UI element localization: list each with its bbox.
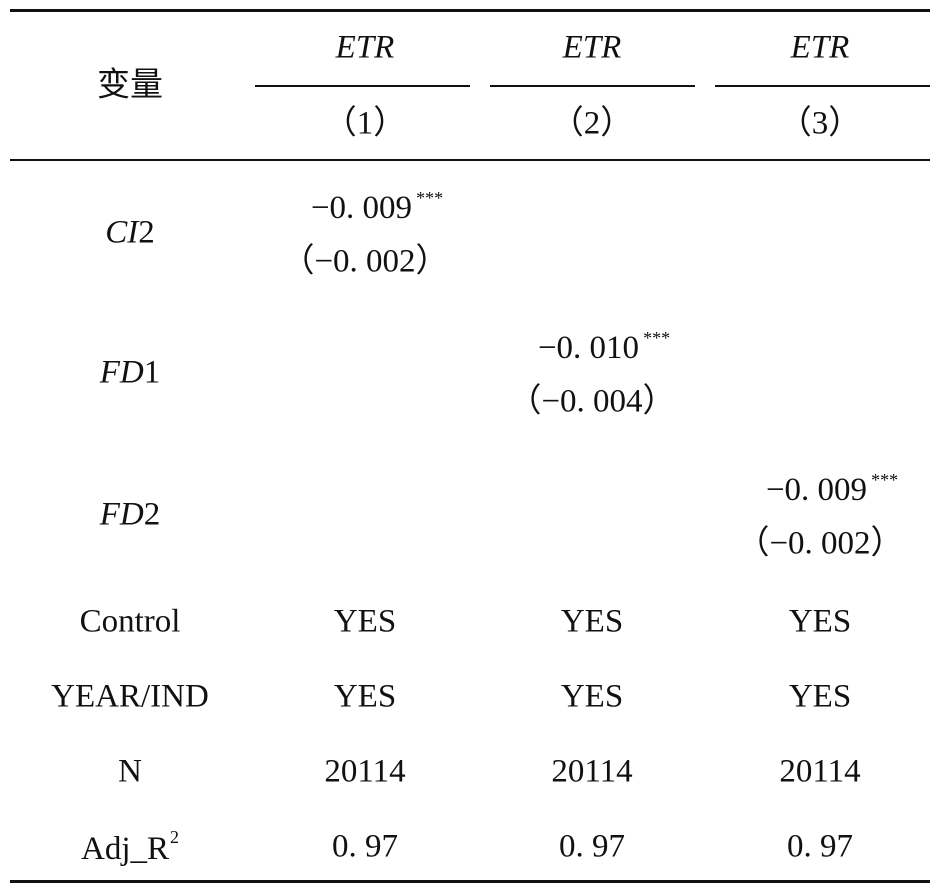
bottom-rule <box>10 880 930 883</box>
row-label-italic: CI <box>105 214 139 251</box>
cell-value: 20114 <box>551 753 633 790</box>
dependent-var: ETR <box>790 29 850 66</box>
coefficient-value: −0. 009 <box>310 190 413 226</box>
row-label-text: Adj_R <box>80 831 170 867</box>
column-rule <box>715 85 930 87</box>
model-number: （3） <box>778 105 862 142</box>
standard-error: （−0. 002） <box>736 525 904 562</box>
dependent-var-text: ETR <box>562 29 622 66</box>
cell-value: YES <box>333 603 397 640</box>
dependent-var-text: ETR <box>790 29 850 66</box>
cell-value: YES <box>560 603 624 640</box>
row-label-plain: 2 <box>138 214 155 251</box>
top-rule <box>10 9 930 12</box>
coefficient: −0. 010 *** <box>538 329 670 365</box>
row-label-superscript: 2 <box>170 827 180 847</box>
cell-value: 0. 97 <box>332 828 398 865</box>
standard-error: （−0. 002） <box>281 243 449 280</box>
row-label: FD1 <box>99 354 161 391</box>
row-label: Adj_R2 <box>81 828 179 866</box>
row-label: FD2 <box>99 496 161 533</box>
column-rule <box>255 85 470 87</box>
cell-value: YES <box>560 678 624 715</box>
row-label-plain: 1 <box>143 354 161 391</box>
significance-stars: *** <box>643 328 671 348</box>
significance-stars: *** <box>871 470 899 490</box>
coefficient-value: −0. 010 <box>537 330 640 366</box>
cell-value: 0. 97 <box>559 828 625 865</box>
cell-value: 20114 <box>779 753 861 790</box>
dependent-var: ETR <box>335 29 395 66</box>
row-label: Control <box>79 603 181 640</box>
dependent-var: ETR <box>562 29 622 66</box>
row-label: N <box>118 753 142 790</box>
cell-value: YES <box>333 678 397 715</box>
row-label: YEAR/IND <box>51 678 209 715</box>
row-label-italic: FD <box>99 354 144 391</box>
model-number: （1） <box>323 105 407 142</box>
row-label-plain: 2 <box>143 496 161 533</box>
coefficient: −0. 009 *** <box>766 471 898 507</box>
row-label: CI2 <box>105 214 155 251</box>
column-rule <box>490 85 695 87</box>
variable-header: 变量 <box>97 67 163 104</box>
standard-error: （−0. 004） <box>508 383 676 420</box>
significance-stars: *** <box>416 188 444 208</box>
cell-value: YES <box>788 678 852 715</box>
cell-value: 0. 97 <box>787 828 853 865</box>
model-number: （2） <box>550 105 634 142</box>
row-label-italic: FD <box>99 496 144 533</box>
cell-value: 20114 <box>324 753 406 790</box>
coefficient: −0. 009 *** <box>311 189 443 225</box>
coefficient-value: −0. 009 <box>765 472 868 508</box>
header-rule <box>10 159 930 161</box>
cell-value: YES <box>788 603 852 640</box>
dependent-var-text: ETR <box>335 29 395 66</box>
